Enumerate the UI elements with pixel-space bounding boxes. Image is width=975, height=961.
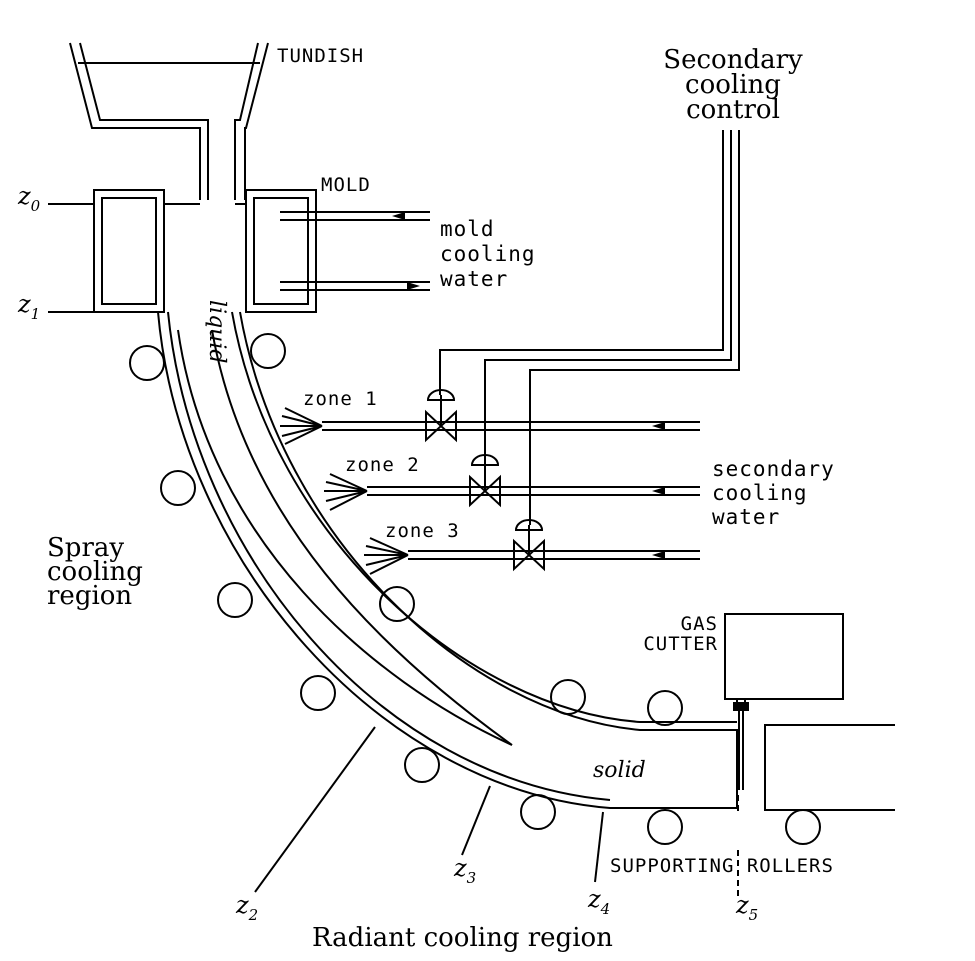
roller <box>217 582 253 618</box>
secondary-water-label-1: secondary <box>712 457 835 481</box>
secondary-control-label-1: Secondary <box>663 45 803 75</box>
liquid-label: liquid <box>204 300 229 363</box>
secondary-water-label-3: water <box>712 505 780 529</box>
z1-label: z1 <box>17 290 40 323</box>
radiant-region-label: Radiant cooling region <box>312 923 613 953</box>
z4-label: z4 <box>587 885 610 918</box>
zone2-label: zone 2 <box>345 454 420 476</box>
mold-water-label-3: water <box>440 267 508 291</box>
rollers <box>129 333 821 845</box>
roller <box>647 809 683 845</box>
solid-label: solid <box>593 758 646 783</box>
tundish <box>69 42 269 200</box>
roller <box>160 470 196 506</box>
zone3-label: zone 3 <box>385 520 460 542</box>
mold-label: MOLD <box>321 174 371 196</box>
gas-cutter-label-2: CUTTER <box>643 633 718 655</box>
roller <box>647 690 683 726</box>
secondary-water-label-2: cooling <box>712 481 808 505</box>
roller <box>520 794 556 830</box>
z3-label: z3 <box>453 854 476 887</box>
supporting-rollers-label: SUPPORTING ROLLERS <box>610 855 834 877</box>
gas-cutter <box>724 613 844 900</box>
roller <box>300 675 336 711</box>
spray-region-label-3: region <box>47 581 132 611</box>
roller <box>379 586 415 622</box>
z-pointers <box>48 203 604 893</box>
zone1-spray <box>280 389 700 445</box>
z2-label: z2 <box>235 891 258 924</box>
gas-cutter-label-1: GAS <box>681 613 718 635</box>
zone2-spray <box>324 454 700 511</box>
secondary-control-label-2: cooling <box>685 70 781 100</box>
zone1-label: zone 1 <box>303 388 378 410</box>
roller <box>404 747 440 783</box>
roller <box>550 679 586 715</box>
strand <box>157 311 738 809</box>
roller <box>129 345 165 381</box>
cut-slab <box>764 724 895 811</box>
z0-label: z0 <box>17 182 41 215</box>
mold-water-label-1: mold <box>440 217 495 241</box>
roller <box>250 333 286 369</box>
spray-region-label-2: cooling <box>47 557 143 587</box>
mold <box>93 189 317 313</box>
z5-label: z5 <box>735 891 758 924</box>
secondary-control-label-3: control <box>686 95 780 125</box>
spray-region-label-1: Spray <box>47 533 124 563</box>
tundish-label: TUNDISH <box>277 45 364 67</box>
mold-water-label-2: cooling <box>440 242 536 266</box>
roller <box>785 809 821 845</box>
control-lines <box>439 130 740 525</box>
zone3-spray <box>364 519 700 575</box>
mold-cooling-pipes <box>280 211 430 291</box>
